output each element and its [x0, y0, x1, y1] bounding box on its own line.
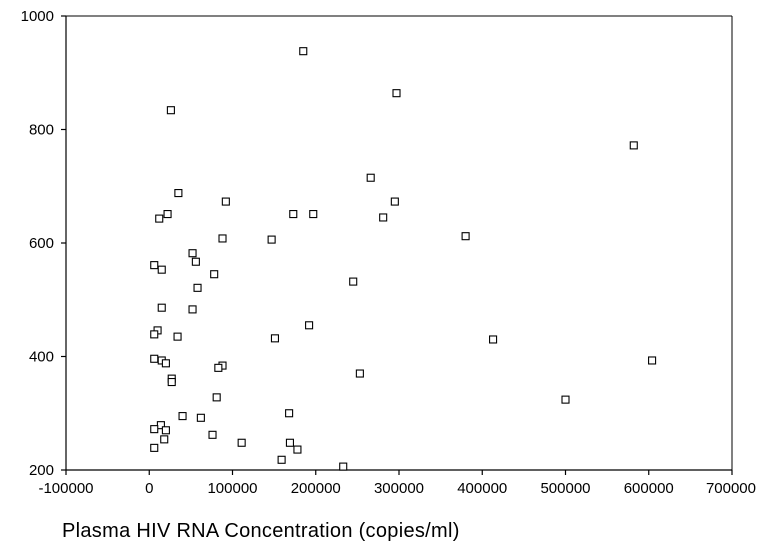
data-point [161, 359, 170, 368]
data-point [163, 210, 172, 219]
data-point [191, 257, 200, 266]
data-point [339, 462, 348, 471]
data-point [390, 197, 399, 206]
data-point [212, 393, 221, 402]
data-point [173, 332, 182, 341]
data-point [629, 141, 638, 150]
data-point [150, 330, 159, 339]
data-point [379, 213, 388, 222]
data-point [188, 249, 197, 258]
y-tick-label: 1000 [21, 8, 54, 25]
data-point [285, 438, 294, 447]
data-point [214, 363, 223, 372]
data-point [355, 369, 364, 378]
data-point [161, 426, 170, 435]
data-point [150, 354, 159, 363]
data-point [299, 47, 308, 56]
data-point [293, 445, 302, 454]
data-point [349, 277, 358, 286]
data-point [157, 303, 166, 312]
x-tick-label: 200000 [291, 480, 341, 497]
x-tick-label: -100000 [38, 480, 93, 497]
data-point [309, 210, 318, 219]
y-tick-label: 800 [29, 122, 54, 139]
plot-area [65, 15, 733, 471]
data-point [366, 173, 375, 182]
data-point [221, 197, 230, 206]
data-point [155, 214, 164, 223]
data-point [561, 395, 570, 404]
data-point [218, 234, 227, 243]
data-point [150, 261, 159, 270]
data-point [305, 321, 314, 330]
y-axis-ticks: 200 400 600 800 1000 [21, 8, 66, 479]
y-tick-label: 600 [29, 235, 54, 252]
data-point [289, 210, 298, 219]
data-point [178, 412, 187, 421]
data-point [267, 235, 276, 244]
data-point [167, 377, 176, 387]
data-point [392, 89, 401, 98]
x-tick-label: 600000 [624, 480, 674, 497]
data-point [188, 305, 197, 314]
data-point [489, 335, 498, 344]
data-points [150, 47, 657, 471]
x-tick-label: 400000 [457, 480, 507, 497]
x-tick-label: 100000 [207, 480, 257, 497]
data-point [150, 443, 159, 452]
x-axis-ticks: -100000 0 100000 200000 300000 400000 500000 60… [38, 470, 756, 497]
data-point [461, 232, 470, 241]
data-point [150, 425, 159, 434]
data-point [270, 334, 280, 343]
data-point [237, 438, 246, 447]
y-tick-label: 200 [29, 462, 54, 479]
data-point [208, 430, 217, 439]
x-tick-label: 700000 [706, 480, 756, 497]
data-point [157, 265, 166, 274]
data-point [285, 409, 294, 418]
data-point [174, 189, 183, 198]
data-point [160, 435, 169, 444]
data-point [648, 356, 657, 365]
data-point [196, 413, 205, 422]
data-point [166, 106, 175, 115]
x-tick-label: 300000 [374, 480, 424, 497]
data-point [193, 283, 202, 292]
x-tick-label: 0 [145, 480, 153, 497]
data-point [277, 455, 286, 464]
x-tick-label: 500000 [540, 480, 590, 497]
data-point [210, 270, 219, 279]
x-axis-title: Plasma HIV RNA Concentration (copies/ml) [62, 520, 460, 542]
y-tick-label: 400 [29, 349, 54, 366]
